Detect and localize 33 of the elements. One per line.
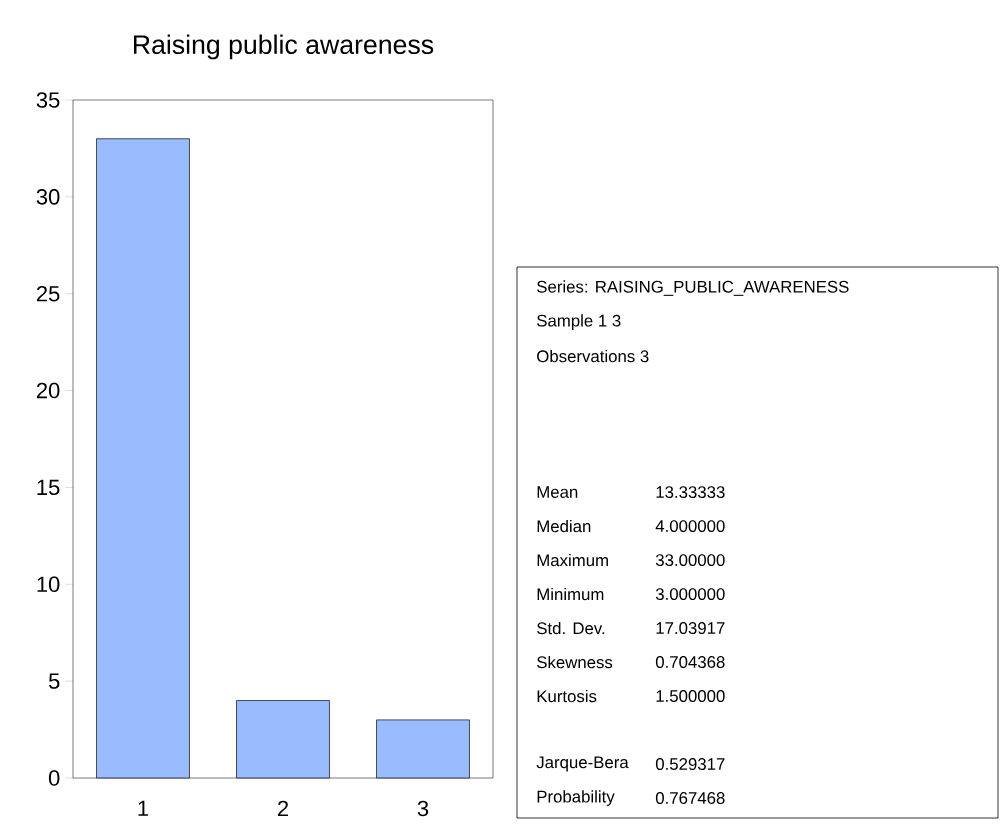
y-tick-label: 15 (37, 479, 60, 496)
category-label: Kurtosis (537, 689, 597, 703)
data-label: 0.704368 (655, 656, 725, 669)
category-label: Minimum (537, 587, 604, 601)
text: Series: RAISING_PUBLIC_AWARENESS (537, 280, 849, 296)
text: Observations 3 (537, 349, 649, 363)
x-tick-label: 1 (138, 800, 149, 816)
data-label: 33.00000 (655, 554, 725, 567)
x-tick-label: 3 (417, 800, 429, 817)
y-tick-label: 25 (36, 285, 60, 302)
data-label: 0.767468 (655, 792, 725, 804)
category-label: Mean (537, 486, 578, 498)
data-label: 13.33333 (656, 486, 725, 499)
category-label: Maximum (537, 553, 608, 567)
chart-title: Raising public awareness (133, 34, 434, 60)
y-tick-label: 35 (36, 92, 60, 108)
data-label: 17.03917 (656, 622, 725, 635)
category-label: Probability (537, 790, 615, 806)
y-tick-label: 5 (48, 673, 60, 689)
data-label: 0.529317 (655, 758, 725, 771)
x-tick-label: 2 (277, 800, 289, 817)
category-label: Median (537, 519, 591, 533)
data-label: 1.500000 (656, 690, 725, 703)
y-tick-label: 0 (48, 770, 60, 786)
category-label: Std. Dev. (537, 621, 605, 635)
y-tick-label: 30 (36, 189, 60, 205)
text: Sample 1 3 (537, 314, 621, 330)
y-tick-label: 20 (36, 382, 60, 399)
category-label: Jarque-Bera (536, 756, 629, 772)
data-label: 4.000000 (655, 520, 725, 533)
category-label: Skewness (537, 655, 613, 669)
y-tick-label: 10 (37, 576, 60, 593)
data-label: 3.000000 (655, 588, 725, 601)
